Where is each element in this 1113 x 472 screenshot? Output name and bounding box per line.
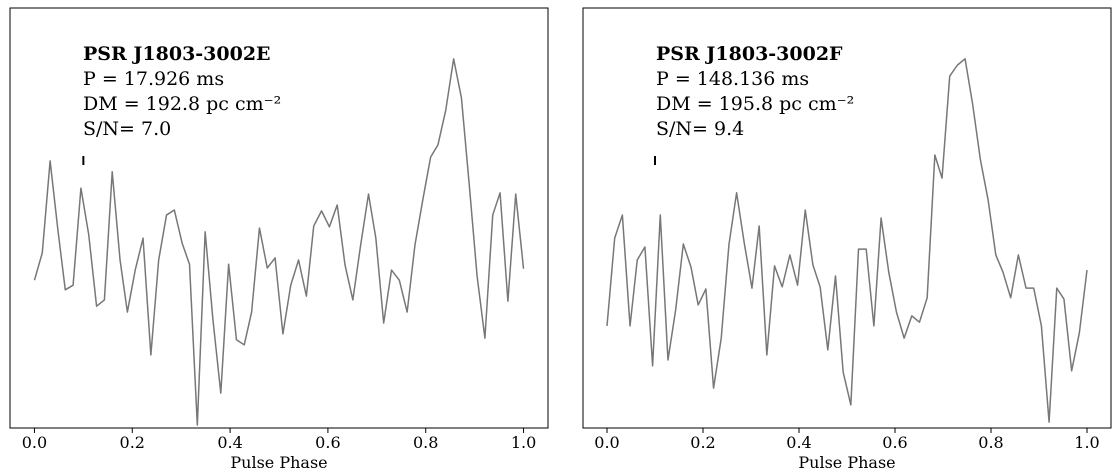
x-tick-label: 0.0 [594, 433, 619, 452]
annotation: P = 148.136 ms [656, 68, 809, 90]
annotation: DM = 195.8 pc cm⁻² [656, 93, 854, 115]
x-axis-label: Pulse Phase [798, 453, 895, 472]
pulse-profile [33, 58, 525, 426]
x-axis-label: Pulse Phase [230, 453, 327, 472]
pulsar-name: PSR J1803-3002F [656, 43, 843, 65]
x-tick-label: 0.2 [120, 433, 145, 452]
x-tick-label: 0.2 [690, 433, 715, 452]
x-tick-label: 0.8 [413, 433, 438, 452]
annotation: S/N= 7.0 [83, 118, 171, 140]
axes-frame [9, 7, 549, 429]
x-tick-label: 0.8 [978, 433, 1003, 452]
annotation: DM = 192.8 pc cm⁻² [83, 93, 281, 115]
x-tick-label: 0.0 [22, 433, 47, 452]
annotation: S/N= 9.4 [656, 118, 744, 140]
pulsar-name: PSR J1803-3002E [83, 43, 271, 65]
x-tick-label: 0.6 [315, 433, 340, 452]
x-tick-label: 1.0 [511, 433, 536, 452]
panel: 0.0 0.2 0.4 0.6 0.8 1.0 Pulse Phase PSR J1803-3… [9, 7, 549, 472]
x-tick-label: 0.4 [217, 433, 242, 452]
pulse-profile [606, 58, 1088, 423]
axes-frame [582, 7, 1112, 429]
x-tick-label: 0.6 [882, 433, 907, 452]
annotation: P = 17.926 ms [83, 68, 224, 90]
x-tick-label: 1.0 [1074, 433, 1099, 452]
x-tick-label: 0.4 [786, 433, 811, 452]
panel: 0.0 0.2 0.4 0.6 0.8 1.0 Pulse Phase PSR J1803-3… [582, 7, 1112, 472]
